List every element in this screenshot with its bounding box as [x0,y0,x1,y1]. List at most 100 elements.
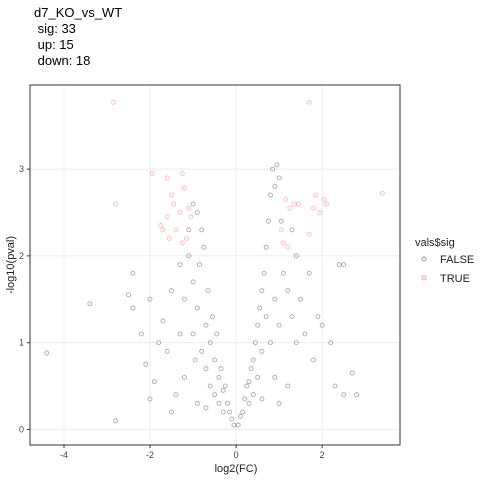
point [235,422,241,428]
point [224,400,230,406]
point [181,185,187,191]
point [252,340,258,346]
legend-title: vals$sig [415,237,455,249]
point [227,409,233,415]
x-axis-label: log2(FC) [215,463,258,475]
point [212,357,218,363]
point [190,201,196,207]
point [194,305,200,311]
point [280,270,286,276]
y-tick-label: 3 [19,164,24,174]
point [379,190,385,196]
point [313,192,319,198]
point [306,270,312,276]
point [173,392,179,398]
point [220,387,226,393]
point [332,383,338,389]
x-tick-label: -4 [60,450,68,460]
point [317,210,323,216]
point [231,422,237,428]
point [229,416,235,422]
point [293,340,299,346]
y-axis-label: -log10(pval) [5,236,17,294]
point [184,236,190,242]
point [169,192,175,198]
point [240,409,246,415]
point [203,366,209,372]
y-tick-label: 1 [19,338,24,348]
point [263,314,269,320]
point [283,197,289,203]
point [276,175,282,181]
point [280,240,286,246]
point [268,192,273,198]
y-tick-label: 2 [19,251,24,261]
point [295,201,301,207]
point [259,288,265,294]
point [177,331,183,337]
point [130,270,136,276]
point [179,240,185,246]
point [255,374,261,380]
point [169,288,175,294]
point [354,392,360,398]
point [186,205,192,211]
point [250,357,256,363]
point [248,366,254,372]
plot-border [29,84,401,446]
point [257,305,263,311]
point [87,301,93,307]
point [147,396,153,402]
point [186,253,192,259]
point [270,166,276,172]
point [244,383,250,389]
point [289,227,295,233]
x-tick-label: 2 [320,450,325,460]
point [237,413,243,419]
subtitle: down: 18 [34,53,90,68]
point [285,244,291,250]
x-tick-label: 0 [234,450,239,460]
point [181,296,187,302]
point [306,99,312,105]
point [186,227,192,233]
point [169,409,175,415]
point [323,201,329,207]
point [203,405,209,411]
point [113,418,119,424]
point [263,244,269,250]
point [181,374,187,380]
point [151,379,157,385]
point [192,357,198,363]
point [287,205,293,211]
point [274,162,280,168]
point [285,288,291,294]
point [278,227,284,233]
point [188,214,194,220]
point [190,279,196,285]
point [246,379,252,385]
point [164,214,170,220]
point [276,322,282,328]
point [278,218,284,224]
point [110,99,116,105]
point [302,331,308,337]
point [261,270,267,276]
legend-swatch [421,256,427,262]
point [216,374,222,380]
point [143,361,149,367]
point [272,374,278,380]
point [197,262,203,268]
point [207,340,213,346]
point [190,331,196,337]
point [222,383,228,389]
point [164,175,170,181]
point [164,348,170,354]
point [156,340,162,346]
legend-label: FALSE [440,254,474,266]
chart-title: d7_KO_vs_WT [34,5,122,20]
point [44,350,50,356]
point [201,244,207,250]
point [171,201,177,207]
